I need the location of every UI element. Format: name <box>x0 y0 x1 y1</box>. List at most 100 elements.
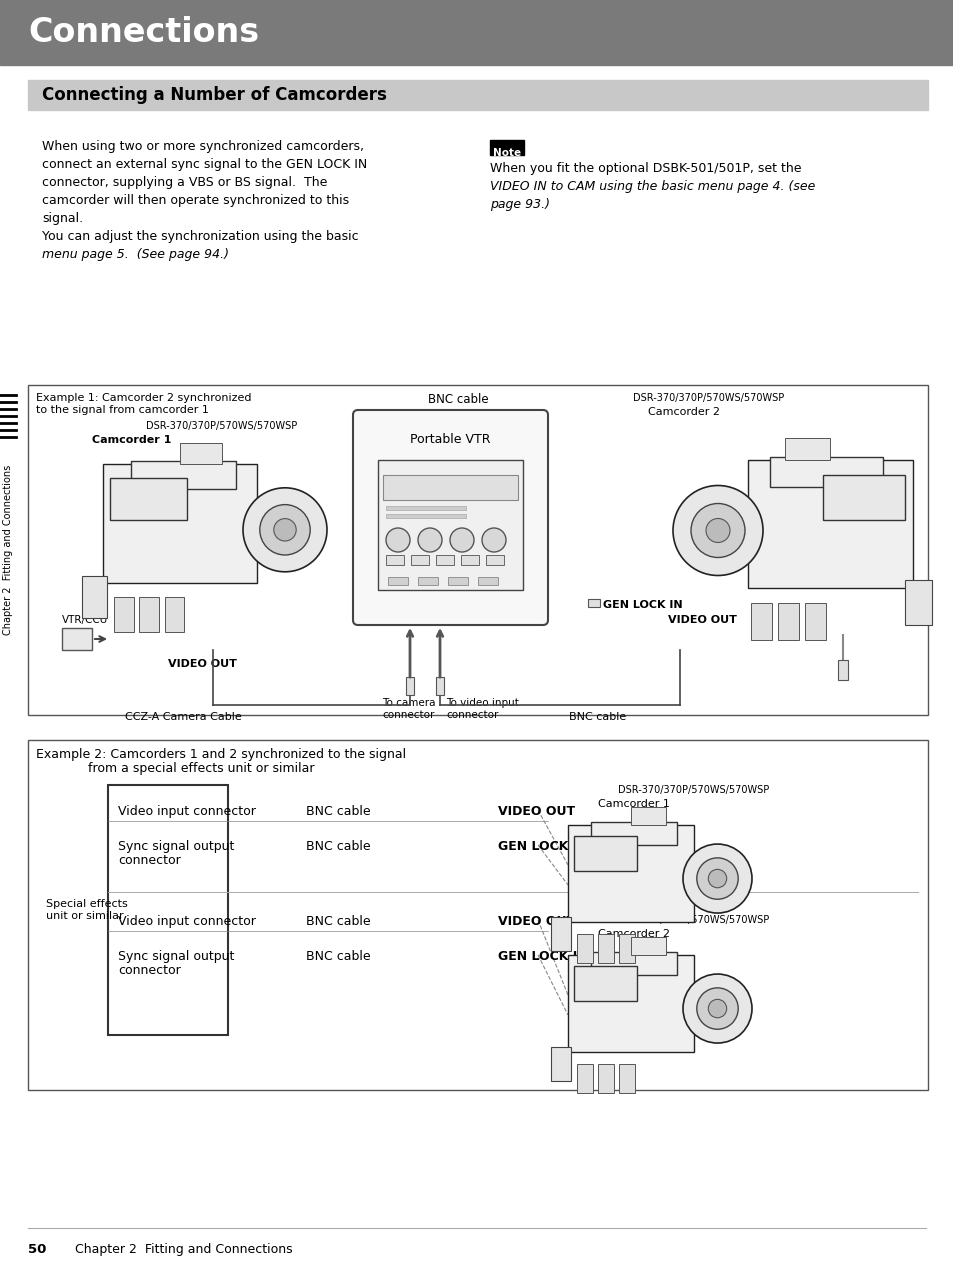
FancyBboxPatch shape <box>353 410 547 626</box>
Bar <box>904 580 931 626</box>
Bar <box>436 555 454 564</box>
Circle shape <box>417 527 441 552</box>
Bar <box>406 676 414 696</box>
Text: GEN LOCK IN: GEN LOCK IN <box>497 840 587 854</box>
Circle shape <box>690 503 744 558</box>
Text: Video input connector: Video input connector <box>118 915 255 927</box>
Bar <box>436 676 443 696</box>
Bar <box>587 599 599 606</box>
Bar <box>103 464 256 583</box>
Text: BNC cable: BNC cable <box>305 840 370 854</box>
Bar <box>131 461 235 489</box>
Text: VIDEO IN to CAM using the basic menu page 4. (see: VIDEO IN to CAM using the basic menu pag… <box>490 180 815 192</box>
Bar <box>631 808 665 824</box>
Text: menu page 5.  (See page 94.): menu page 5. (See page 94.) <box>42 248 229 261</box>
Bar <box>573 966 637 1000</box>
Text: 50: 50 <box>28 1243 47 1256</box>
Bar <box>577 1064 593 1093</box>
Text: DSR-370/370P/570WS/570WSP: DSR-370/370P/570WS/570WSP <box>618 785 768 795</box>
Bar <box>598 934 614 962</box>
Circle shape <box>386 527 410 552</box>
Text: connect an external sync signal to the GEN LOCK IN: connect an external sync signal to the G… <box>42 158 367 171</box>
Text: from a special effects unit or similar: from a special effects unit or similar <box>88 762 314 775</box>
Bar <box>822 475 904 520</box>
Bar <box>598 1064 614 1093</box>
Text: Camcorder 2: Camcorder 2 <box>598 929 669 939</box>
Text: GEN LOCK IN: GEN LOCK IN <box>497 950 587 963</box>
Text: BNC cable: BNC cable <box>305 915 370 927</box>
Bar <box>114 598 133 632</box>
Bar <box>382 475 517 499</box>
Bar <box>577 934 593 962</box>
Text: To camera: To camera <box>381 698 435 708</box>
Text: When you fit the optional DSBK-501/501P, set the: When you fit the optional DSBK-501/501P,… <box>490 162 801 175</box>
Text: VTR/CCU: VTR/CCU <box>62 615 108 626</box>
Bar <box>110 478 187 520</box>
Text: Sync signal output: Sync signal output <box>118 840 234 854</box>
Text: to the signal from camcorder 1: to the signal from camcorder 1 <box>36 405 209 415</box>
Bar <box>567 824 694 922</box>
Circle shape <box>243 488 327 572</box>
Text: camcorder will then operate synchronized to this: camcorder will then operate synchronized… <box>42 194 349 206</box>
Bar <box>62 628 91 650</box>
Bar <box>550 1046 571 1082</box>
Text: connector: connector <box>381 710 434 720</box>
Text: Note: Note <box>493 148 520 158</box>
Text: signal.: signal. <box>42 211 83 225</box>
Bar <box>448 577 468 585</box>
Circle shape <box>707 999 726 1018</box>
Text: Camcorder 1: Camcorder 1 <box>598 799 669 809</box>
Text: page 93.): page 93.) <box>490 197 550 211</box>
Bar <box>573 836 637 870</box>
Bar <box>388 577 408 585</box>
Bar <box>460 555 478 564</box>
Bar <box>28 80 927 110</box>
Bar <box>108 785 228 1034</box>
Bar <box>804 603 825 640</box>
Circle shape <box>696 857 738 899</box>
Text: Connecting a Number of Camcorders: Connecting a Number of Camcorders <box>42 87 387 104</box>
Text: Portable VTR: Portable VTR <box>410 433 490 446</box>
Bar <box>165 598 184 632</box>
Bar <box>784 437 830 460</box>
Text: CCZ-A Camera Cable: CCZ-A Camera Cable <box>125 712 241 722</box>
Circle shape <box>481 527 505 552</box>
Bar <box>386 506 465 510</box>
Bar <box>618 934 634 962</box>
Text: VIDEO OUT: VIDEO OUT <box>497 915 575 927</box>
Circle shape <box>707 869 726 888</box>
Text: BNC cable: BNC cable <box>305 805 370 818</box>
Bar <box>180 443 222 464</box>
Text: Camcorder 1: Camcorder 1 <box>91 434 172 445</box>
Bar <box>417 577 437 585</box>
Text: Camcorder 2: Camcorder 2 <box>647 406 720 417</box>
Circle shape <box>259 505 310 555</box>
Text: connector: connector <box>118 854 180 868</box>
Bar <box>490 140 523 155</box>
Bar <box>386 555 403 564</box>
Text: DSR-370/370P/570WS/570WSP: DSR-370/370P/570WS/570WSP <box>618 915 768 925</box>
Text: DSR-370/370P/570WS/570WSP: DSR-370/370P/570WS/570WSP <box>633 392 783 403</box>
Text: connector: connector <box>446 710 497 720</box>
Text: DSR-370/370P/570WS/570WSP: DSR-370/370P/570WS/570WSP <box>146 420 297 431</box>
Text: Sync signal output: Sync signal output <box>118 950 234 963</box>
Bar <box>386 513 465 519</box>
Bar <box>28 385 927 715</box>
Text: VIDEO OUT: VIDEO OUT <box>168 659 236 669</box>
Bar <box>747 460 912 587</box>
Text: BNC cable: BNC cable <box>427 392 488 406</box>
Bar <box>139 598 159 632</box>
Text: Special effects
unit or similar: Special effects unit or similar <box>46 899 128 921</box>
Text: Chapter 2  Fitting and Connections: Chapter 2 Fitting and Connections <box>75 1243 293 1256</box>
Circle shape <box>672 485 762 576</box>
Circle shape <box>274 519 295 541</box>
Bar <box>550 916 571 950</box>
Circle shape <box>450 527 474 552</box>
Bar <box>477 577 497 585</box>
Text: Example 1: Camcorder 2 synchronized: Example 1: Camcorder 2 synchronized <box>36 392 252 403</box>
Bar <box>590 822 677 845</box>
Bar <box>28 740 927 1091</box>
Bar <box>770 457 882 487</box>
Bar <box>590 952 677 975</box>
Bar <box>567 954 694 1052</box>
